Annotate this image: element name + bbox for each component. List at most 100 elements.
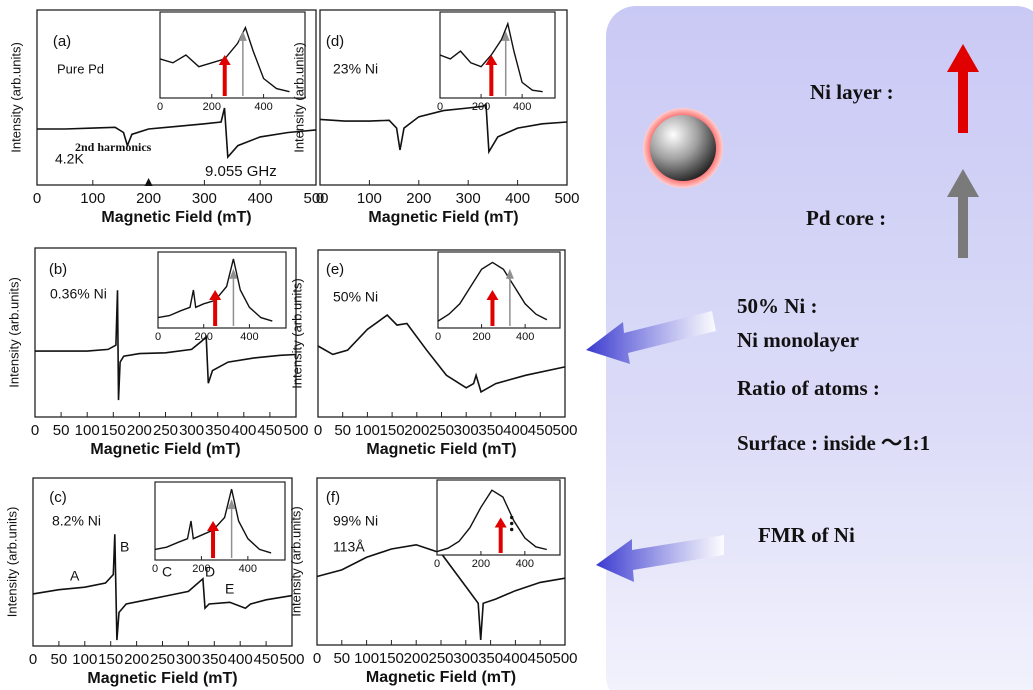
x-axis-label: Magnetic Field (mT): [90, 441, 240, 458]
inset-x-tick-label: 200: [472, 101, 490, 113]
inset-x-tick-label: 0: [157, 101, 163, 113]
x-tick-label: 500: [279, 651, 304, 668]
inset-x-tick-label: 0: [152, 563, 158, 575]
x-tick-label: 250: [428, 650, 453, 667]
x-tick-label: 100: [80, 190, 105, 207]
x-tick-label: 200: [127, 422, 152, 439]
y-axis-label: Intensity (arb.units): [4, 507, 19, 618]
note: 99% Ni: [333, 513, 378, 529]
x-tick-label: 450: [254, 651, 279, 668]
x-tick-label: 100: [75, 422, 100, 439]
x-tick-label: 50: [51, 651, 68, 668]
x-tick-label: 150: [101, 422, 126, 439]
inset-x-tick-label: 0: [434, 558, 440, 570]
x-tick-label: 50: [53, 422, 70, 439]
x-tick-label: 0: [313, 650, 321, 667]
x-tick-label: 350: [478, 650, 503, 667]
inset-x-tick-label: 400: [240, 331, 258, 343]
nanoparticle-core: [650, 115, 716, 181]
inset-x-tick-label: 200: [192, 563, 210, 575]
inset-x-tick-label: 0: [155, 331, 161, 343]
note: 2nd harmonics: [75, 140, 152, 154]
inset-frame: [440, 12, 555, 98]
note: 113Å: [333, 539, 365, 555]
y-axis-label: Intensity (arb.units): [288, 506, 303, 617]
inset-x-tick-label: 400: [516, 558, 534, 570]
x-tick-label: 0: [33, 190, 41, 207]
panel-label: (c): [49, 489, 67, 506]
x-tick-label: 500: [552, 422, 577, 439]
inset-x-tick-label: 200: [472, 331, 490, 343]
x-axis-label: Magnetic Field (mT): [101, 209, 251, 226]
x-tick-label: 400: [228, 651, 253, 668]
x-axis-label: Magnetic Field (mT): [368, 209, 518, 226]
x-axis-label: Magnetic Field (mT): [366, 669, 516, 686]
inset-x-tick-label: 400: [254, 101, 272, 113]
x-tick-label: 150: [98, 651, 123, 668]
x-tick-label: 400: [503, 422, 528, 439]
dot: [510, 522, 513, 525]
x-tick-label: 250: [429, 422, 454, 439]
note: B: [120, 539, 129, 555]
x-tick-label: 300: [453, 650, 478, 667]
inset-x-tick-label: 200: [195, 331, 213, 343]
x-tick-label: 300: [176, 651, 201, 668]
panel-label: (e): [326, 261, 344, 278]
note: C: [162, 564, 172, 580]
harmonic-marker: [145, 178, 153, 186]
x-tick-label: 350: [202, 651, 227, 668]
note: Pure Pd: [57, 61, 104, 76]
x-tick-label: 100: [72, 651, 97, 668]
x-tick-label: 300: [192, 190, 217, 207]
dot: [510, 528, 513, 531]
x-tick-label: 500: [554, 190, 579, 207]
note: 9.055 GHz: [205, 163, 277, 180]
y-axis-label: Intensity (arb.units): [291, 42, 306, 153]
x-tick-label: 450: [257, 422, 282, 439]
y-axis-label: Intensity (arb.units): [8, 42, 23, 153]
note: 0.36% Ni: [50, 286, 107, 302]
annotation: Ni layer :: [810, 80, 894, 104]
panel-label: (f): [326, 489, 340, 506]
note: E: [225, 581, 234, 597]
y-axis-label: Intensity (arb.units): [289, 278, 304, 389]
x-tick-label: 150: [379, 650, 404, 667]
panel-label: (a): [53, 33, 71, 50]
note: 23% Ni: [333, 61, 378, 77]
y-axis-label: Intensity (arb.units): [6, 277, 21, 388]
x-tick-label: 350: [478, 422, 503, 439]
x-tick-label: 450: [528, 422, 553, 439]
x-tick-label: 250: [150, 651, 175, 668]
annotation: Surface : inside ～1:1: [737, 431, 930, 455]
x-tick-label: 0: [316, 190, 324, 207]
x-tick-label: 50: [334, 422, 351, 439]
x-tick-label: 0: [29, 651, 37, 668]
x-tick-label: 200: [404, 650, 429, 667]
x-tick-label: 200: [404, 422, 429, 439]
inset-frame: [160, 12, 305, 98]
annotation: FMR of Ni: [758, 523, 855, 547]
annotation: Pd core :: [806, 206, 886, 230]
note: A: [70, 568, 80, 584]
inset-x-tick-label: 0: [435, 331, 441, 343]
x-tick-label: 300: [454, 422, 479, 439]
x-tick-label: 200: [124, 651, 149, 668]
inset-x-tick-label: 400: [516, 331, 534, 343]
x-tick-label: 400: [505, 190, 530, 207]
x-tick-label: 450: [528, 650, 553, 667]
x-axis-label: Magnetic Field (mT): [87, 670, 237, 687]
x-tick-label: 0: [31, 422, 39, 439]
inset-frame: [158, 252, 286, 328]
x-tick-label: 400: [248, 190, 273, 207]
x-tick-label: 200: [406, 190, 431, 207]
x-tick-label: 500: [552, 650, 577, 667]
x-tick-label: 400: [503, 650, 528, 667]
x-tick-label: 100: [357, 190, 382, 207]
annotation: Ni monolayer: [737, 328, 859, 352]
inset-frame: [155, 482, 285, 560]
inset-x-tick-label: 0: [437, 101, 443, 113]
x-tick-label: 100: [355, 422, 380, 439]
x-axis-label: Magnetic Field (mT): [366, 441, 516, 458]
x-tick-label: 100: [354, 650, 379, 667]
x-tick-label: 500: [283, 422, 308, 439]
